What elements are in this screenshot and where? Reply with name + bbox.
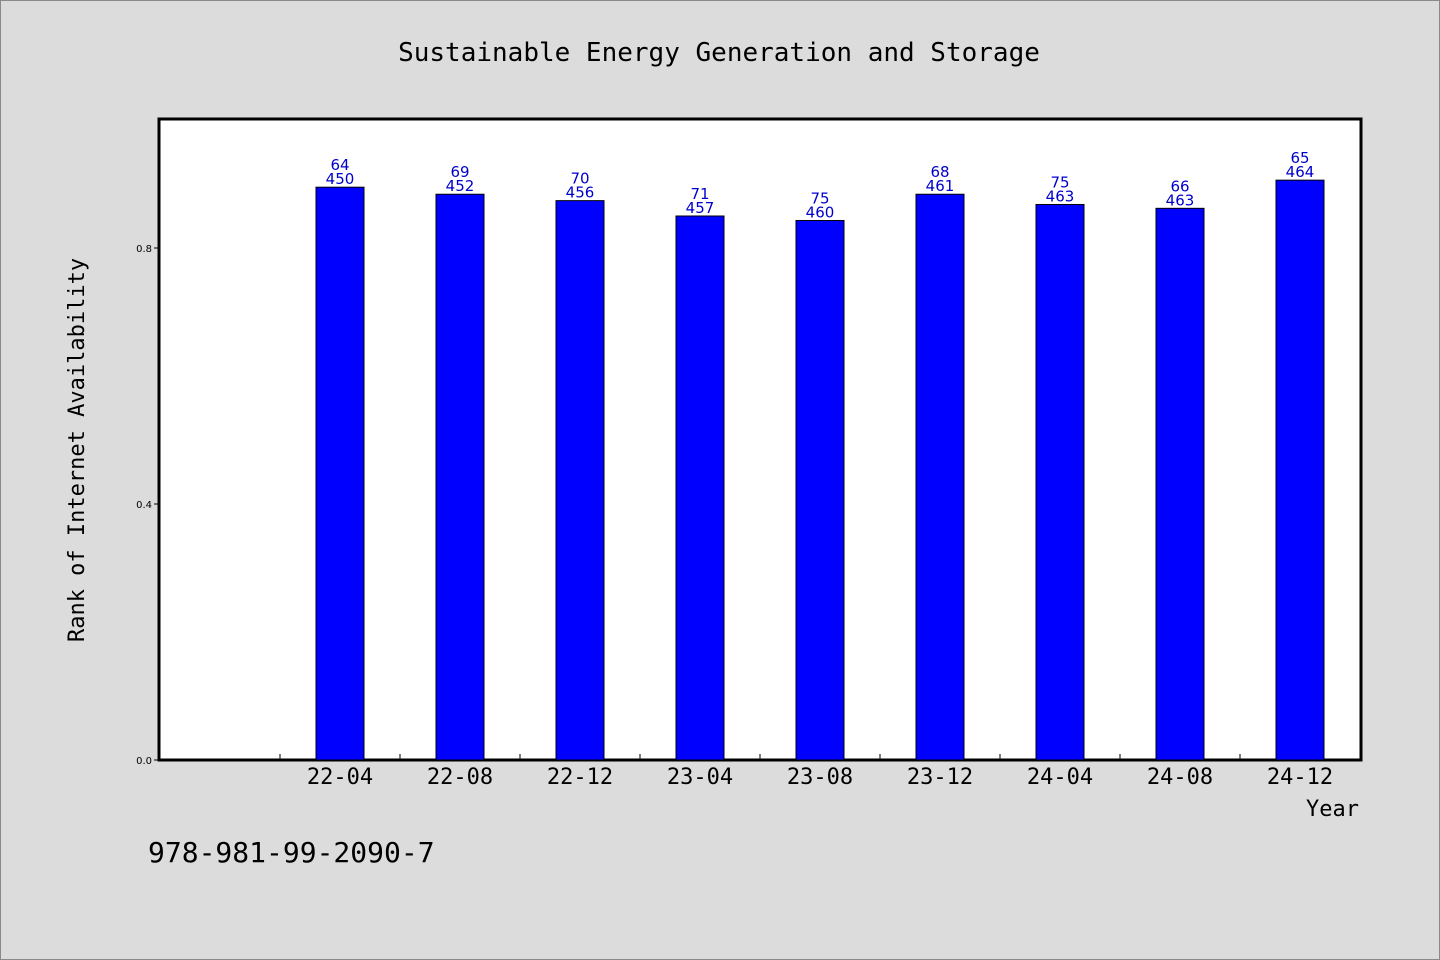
bar-data-label: 71	[690, 185, 709, 203]
bar-data-label: 75	[810, 189, 829, 207]
bar-data-label: 464	[1286, 163, 1315, 181]
x-tick-label: 24-12	[1267, 765, 1333, 790]
bar-data-label: 463	[1166, 191, 1195, 209]
bars	[315, 179, 1325, 761]
bar	[555, 200, 605, 761]
bar-data-label: 68	[930, 163, 949, 181]
y-tick-label: 0.0	[136, 756, 152, 767]
x-tick-label: 23-04	[667, 765, 733, 790]
bar-data-label: 457	[686, 199, 715, 217]
isbn-text: 978-981-99-2090-7	[148, 836, 435, 869]
x-tick-label: 24-08	[1147, 765, 1213, 790]
bar	[435, 193, 485, 761]
bar	[1155, 207, 1205, 761]
bar	[795, 219, 845, 761]
y-tick-label: 0.8	[136, 244, 152, 255]
x-tick-label: 23-08	[787, 765, 853, 790]
x-axis: 22-04 22-08 22-12 23-04 23-08 23-12 24-04 24-08…	[279, 754, 1361, 790]
x-tick-label: 23-12	[907, 765, 973, 790]
bar-data-label: 69	[450, 163, 469, 181]
y-tick-label: 0.4	[136, 500, 152, 511]
bar-data-label: 456	[566, 184, 595, 202]
chart-title: Sustainable Energy Generation and Storag…	[398, 38, 1040, 68]
bar	[1275, 179, 1325, 761]
y-axis-title: Rank of Internet Availability	[65, 258, 90, 642]
bar-data-label: 75	[1050, 173, 1069, 191]
x-tick-label: 22-08	[427, 765, 493, 790]
bar	[915, 193, 965, 761]
bar	[675, 215, 725, 761]
bar	[1035, 203, 1085, 761]
bar-data-label: 463	[1046, 187, 1075, 205]
x-tick-label: 24-04	[1027, 765, 1093, 790]
bar-data-label: 452	[446, 177, 475, 195]
y-axis: 0.0 0.4 0.8	[136, 244, 160, 767]
bar-data-label: 70	[570, 170, 589, 188]
bar-data-label: 66	[1170, 177, 1189, 195]
bar-data-labels: 4506445269456704577146075461684637546366…	[326, 149, 1315, 221]
bar-data-label: 65	[1290, 149, 1309, 167]
bar-data-label: 460	[806, 203, 835, 221]
x-tick-label: 22-04	[307, 765, 373, 790]
x-axis-title: Year	[1306, 797, 1359, 822]
bar-data-label: 450	[326, 170, 355, 188]
x-tick-label: 22-12	[547, 765, 613, 790]
bar-data-label: 461	[926, 177, 955, 195]
bar	[315, 186, 365, 761]
bar-data-label: 64	[330, 156, 349, 174]
